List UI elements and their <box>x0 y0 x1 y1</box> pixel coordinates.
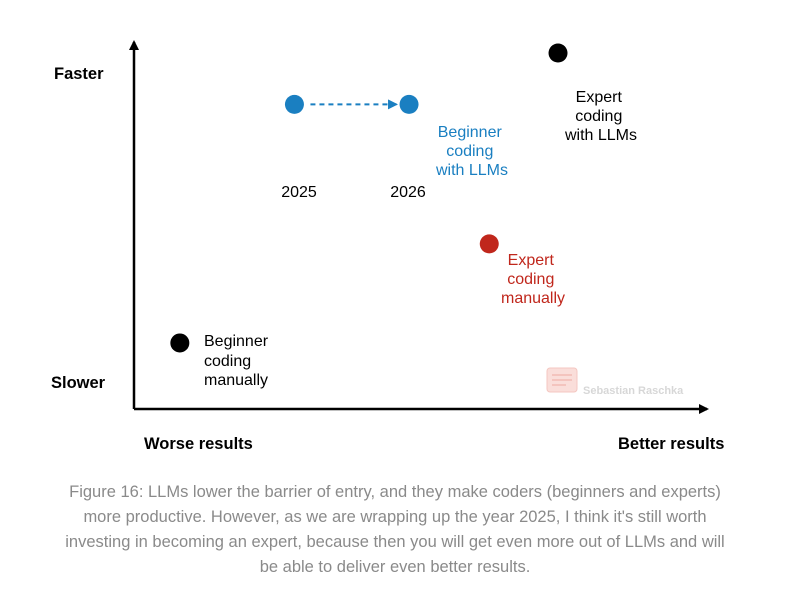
figure-caption: Figure 16: LLMs lower the barrier of ent… <box>65 483 725 576</box>
label-beginner-manual: Beginner coding manually <box>204 333 273 389</box>
label-expert-manual: Expert coding manually <box>501 252 565 307</box>
watermark-logo-icon <box>546 367 578 393</box>
point-beginner-llm-2026 <box>399 94 419 114</box>
label-year-2025: 2025 <box>281 184 317 201</box>
label-year-2026: 2026 <box>390 184 426 201</box>
label-expert-with-llms: Expert coding with LLMs <box>564 89 637 144</box>
watermark: Sebastian Raschka <box>546 367 684 397</box>
point-beginner-manual <box>170 333 190 353</box>
watermark-text: Sebastian Raschka <box>583 385 684 397</box>
point-expert-manual <box>479 234 499 254</box>
label-beginner-with-llms: Beginner coding with LLMs <box>435 124 508 179</box>
point-expert-llm <box>548 43 568 63</box>
x-axis-low-label: Worse results <box>144 435 253 453</box>
y-axis-low-label: Slower <box>51 374 106 392</box>
chart: Faster Slower Worse results Better resul… <box>51 40 724 453</box>
y-axis-high-label: Faster <box>54 65 104 83</box>
x-axis-high-label: Better results <box>618 435 724 453</box>
point-beginner-llm-2025 <box>284 94 304 114</box>
